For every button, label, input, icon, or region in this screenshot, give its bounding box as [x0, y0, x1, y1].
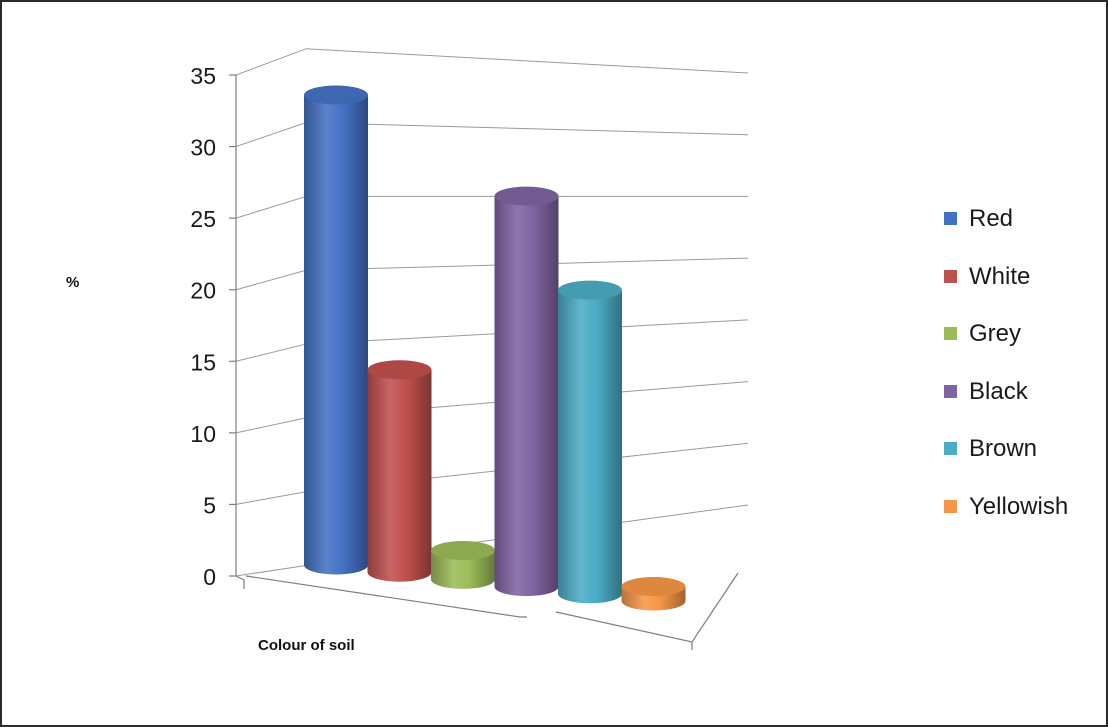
bar-top: [558, 280, 622, 300]
y-tick-label: 30: [190, 135, 216, 161]
gridline-side: [235, 491, 307, 505]
y-axis-label: %: [66, 274, 80, 291]
gridline-side: [235, 417, 307, 434]
legend-item: Black: [944, 378, 1068, 436]
legend-label: White: [969, 262, 1031, 290]
legend-item: White: [944, 263, 1068, 321]
bar-top: [621, 577, 686, 597]
bar-body: [558, 290, 622, 604]
legend-label: Brown: [969, 435, 1038, 462]
y-tick-label: 25: [190, 206, 216, 232]
legend-item: Yellowish: [944, 493, 1068, 551]
bar-red: [304, 85, 368, 575]
bar-top: [431, 540, 495, 560]
x-axis-label: Colour of soil: [258, 637, 355, 654]
legend-swatch: [944, 499, 957, 513]
bar-top: [304, 85, 368, 105]
legend-swatch: [944, 269, 957, 283]
bar-body: [367, 369, 432, 582]
bar-yellowish: [621, 577, 686, 611]
y-tick-label: 20: [190, 278, 216, 304]
floor-left-corner: [235, 575, 245, 589]
chart-legend: Red White Grey Black Brown Yellowish: [944, 205, 1068, 550]
bar-white: [367, 360, 432, 582]
y-tick-label: 0: [203, 564, 216, 590]
y-tick-label: 10: [190, 421, 216, 447]
bar-brown: [558, 280, 622, 604]
y-tick-label: 5: [203, 492, 216, 518]
legend-item: Grey: [944, 320, 1068, 378]
gridline: [305, 48, 749, 74]
gridline: [305, 122, 749, 136]
legend-item: Red: [944, 205, 1068, 263]
bar-top: [494, 186, 559, 206]
legend-item: Brown: [944, 435, 1068, 493]
gridline-side: [235, 195, 307, 219]
legend-label: Grey: [969, 320, 1022, 347]
bar-black: [494, 186, 559, 597]
legend-swatch: [944, 212, 957, 225]
gridline-side: [235, 48, 307, 76]
legend-label: Black: [969, 377, 1028, 405]
y-tick-label: 15: [190, 349, 216, 375]
gridline-side: [235, 565, 307, 577]
legend-label: Yellowish: [969, 492, 1069, 520]
floor-front-edge: [245, 575, 527, 618]
bar-body: [494, 196, 559, 597]
legend-swatch: [944, 384, 957, 398]
bar-body: [304, 95, 368, 575]
legend-swatch: [944, 327, 957, 340]
gridline-side: [235, 343, 307, 362]
bar-body: [431, 550, 495, 589]
bar-top: [367, 360, 432, 380]
gridline-side: [235, 122, 307, 148]
y-tick-label: 35: [190, 63, 216, 89]
gridline-side: [235, 269, 307, 291]
legend-label: Red: [969, 205, 1014, 232]
legend-swatch: [944, 442, 957, 455]
bar-grey: [431, 540, 495, 589]
